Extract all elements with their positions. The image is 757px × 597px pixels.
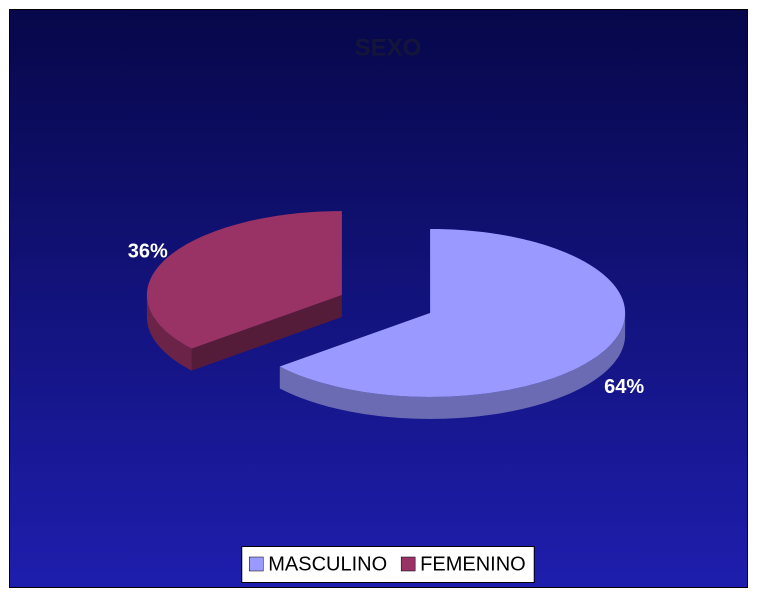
pie: 36% 64% — [128, 211, 644, 419]
slice-wall — [279, 312, 626, 419]
data-label: 64% — [604, 376, 644, 398]
legend-swatch — [249, 556, 264, 572]
data-label: 36% — [128, 240, 168, 262]
chart-title: SEXO — [355, 34, 422, 61]
legend-box — [241, 546, 535, 583]
plot-background — [9, 9, 748, 588]
slice — [146, 211, 342, 349]
slice-wall — [146, 295, 192, 371]
legend-label: MASCULINO — [268, 553, 387, 575]
legend-label: FEMENINO — [420, 553, 526, 575]
slice-side — [191, 295, 342, 371]
slice — [279, 228, 626, 397]
legend-swatch — [400, 556, 416, 572]
legend: MASCULINO FEMENINO — [241, 546, 535, 583]
